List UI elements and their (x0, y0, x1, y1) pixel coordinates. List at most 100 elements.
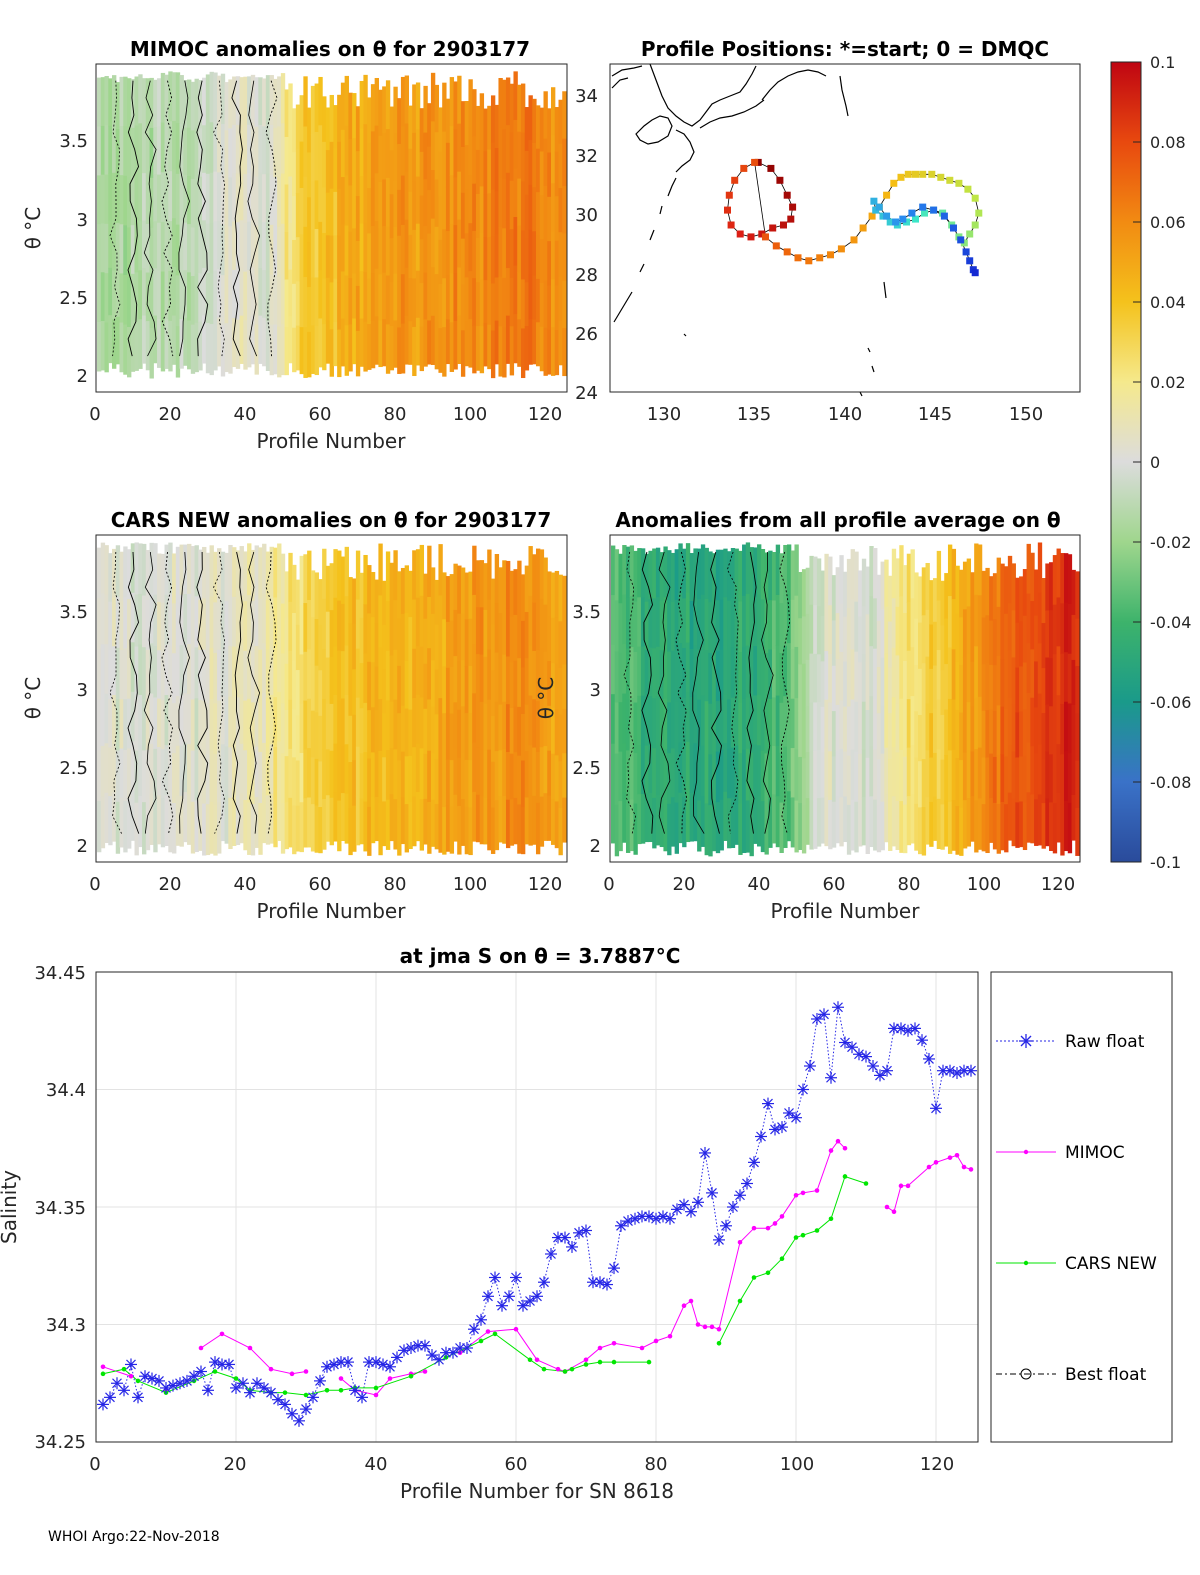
heatmap-cell (213, 221, 218, 272)
heatmap-cell (528, 319, 533, 365)
heatmap-cell (734, 647, 739, 698)
mimoc-point (100, 1364, 106, 1370)
heatmap-cell (955, 565, 960, 615)
heatmap-cell (194, 176, 199, 226)
heatmap-cell (768, 600, 773, 651)
track-point (783, 191, 791, 199)
heatmap-cell (992, 711, 998, 758)
heatmap-cell (490, 761, 496, 809)
heatmap-cell (385, 799, 391, 850)
heatmap-cell (813, 751, 818, 801)
heatmap-cell (1045, 610, 1050, 659)
heatmap-cell (1011, 563, 1016, 612)
heatmap-cell (824, 553, 829, 604)
heatmap-cell (104, 125, 109, 176)
heatmap-cell (333, 646, 338, 696)
heatmap-cell (614, 753, 620, 806)
heatmap-cell (322, 598, 327, 650)
heatmap-cell (415, 792, 421, 842)
heatmap-cell (562, 280, 567, 329)
heatmap-cell (727, 600, 732, 651)
cars-point (324, 1388, 330, 1393)
heatmap-cell (115, 222, 121, 271)
heatmap-cell (404, 123, 410, 173)
heatmap-cell (209, 71, 214, 123)
heatmap-cell (625, 801, 631, 853)
avg-title: Anomalies from all profile average on θ (615, 508, 1060, 532)
heatmap-cell (764, 803, 769, 855)
heatmap-cell (779, 702, 784, 754)
contour-line (657, 551, 671, 834)
heatmap-cell (513, 314, 518, 364)
heatmap-cell (280, 653, 286, 704)
heatmap-cell (250, 74, 256, 124)
heatmap-cell (250, 267, 256, 317)
heatmap-cell (217, 802, 222, 854)
heatmap-cell (130, 127, 136, 178)
heatmap-cell (464, 572, 470, 620)
heatmap-cell (224, 226, 229, 276)
heatmap-cell (910, 549, 915, 599)
heatmap-cell (142, 543, 147, 597)
heatmap-cell (704, 803, 709, 856)
raw-point (762, 1097, 774, 1110)
heatmap-cell (115, 175, 121, 224)
heatmap-cell (280, 324, 286, 376)
heatmap-cell (209, 699, 214, 752)
heatmap-cell (385, 601, 391, 652)
cars-xtick: 60 (309, 874, 332, 895)
heatmap-cell (475, 700, 481, 749)
heatmap-cell (310, 85, 316, 135)
heatmap-cell (798, 803, 803, 850)
avg-ytick: 3 (590, 680, 601, 701)
heatmap-cell (891, 796, 897, 847)
heatmap-cell (775, 745, 781, 797)
heatmap-cell (629, 748, 635, 801)
heatmap-cell (378, 228, 383, 275)
heatmap-cell (295, 104, 301, 150)
heatmap-cell (1060, 703, 1065, 755)
heatmap-cell (314, 180, 319, 230)
heatmap-cell (783, 595, 788, 647)
heatmap-cell (730, 597, 736, 649)
heatmap-cell (183, 693, 188, 744)
heatmap-cell (310, 277, 316, 327)
heatmap-cell (1064, 602, 1069, 653)
heatmap-cell (1052, 654, 1058, 705)
heatmap-cell (629, 545, 635, 597)
heatmap-cell (453, 656, 458, 703)
heatmap-cell (363, 801, 368, 852)
heatmap-cell (415, 549, 421, 599)
mimoc-point (884, 1204, 890, 1210)
contour-line (641, 551, 654, 834)
heatmap-cell (1022, 802, 1028, 851)
raw-point (685, 1205, 697, 1218)
heatmap-cell (547, 196, 552, 242)
heatmap-cell (693, 645, 698, 696)
heatmap-cell (494, 277, 500, 322)
track-point (912, 215, 919, 223)
heatmap-cell (250, 171, 256, 220)
heatmap-cell (981, 617, 986, 665)
heatmap-cell (408, 105, 413, 150)
raw-point (496, 1299, 508, 1312)
heatmap-cell (734, 548, 739, 599)
heatmap-cell (149, 277, 154, 329)
heatmap-cell (562, 708, 567, 754)
mimoc-point (898, 1183, 904, 1189)
legend-item-cars: CARS NEW (996, 1254, 1157, 1274)
heatmap-cell (918, 576, 923, 624)
heatmap-cell (138, 319, 143, 369)
heatmap-cell (419, 195, 425, 240)
heatmap-cell (175, 123, 181, 175)
heatmap-cell (453, 563, 458, 611)
heatmap-cell (614, 651, 620, 704)
heatmap-cell (550, 231, 556, 280)
heatmap-cell (239, 694, 244, 745)
heatmap-cell (352, 578, 357, 625)
heatmap-cell (322, 799, 327, 850)
heatmap-cell (929, 580, 934, 626)
heatmap-cell (385, 129, 391, 179)
heatmap-cell (550, 87, 556, 136)
heatmap-cell (415, 270, 421, 319)
